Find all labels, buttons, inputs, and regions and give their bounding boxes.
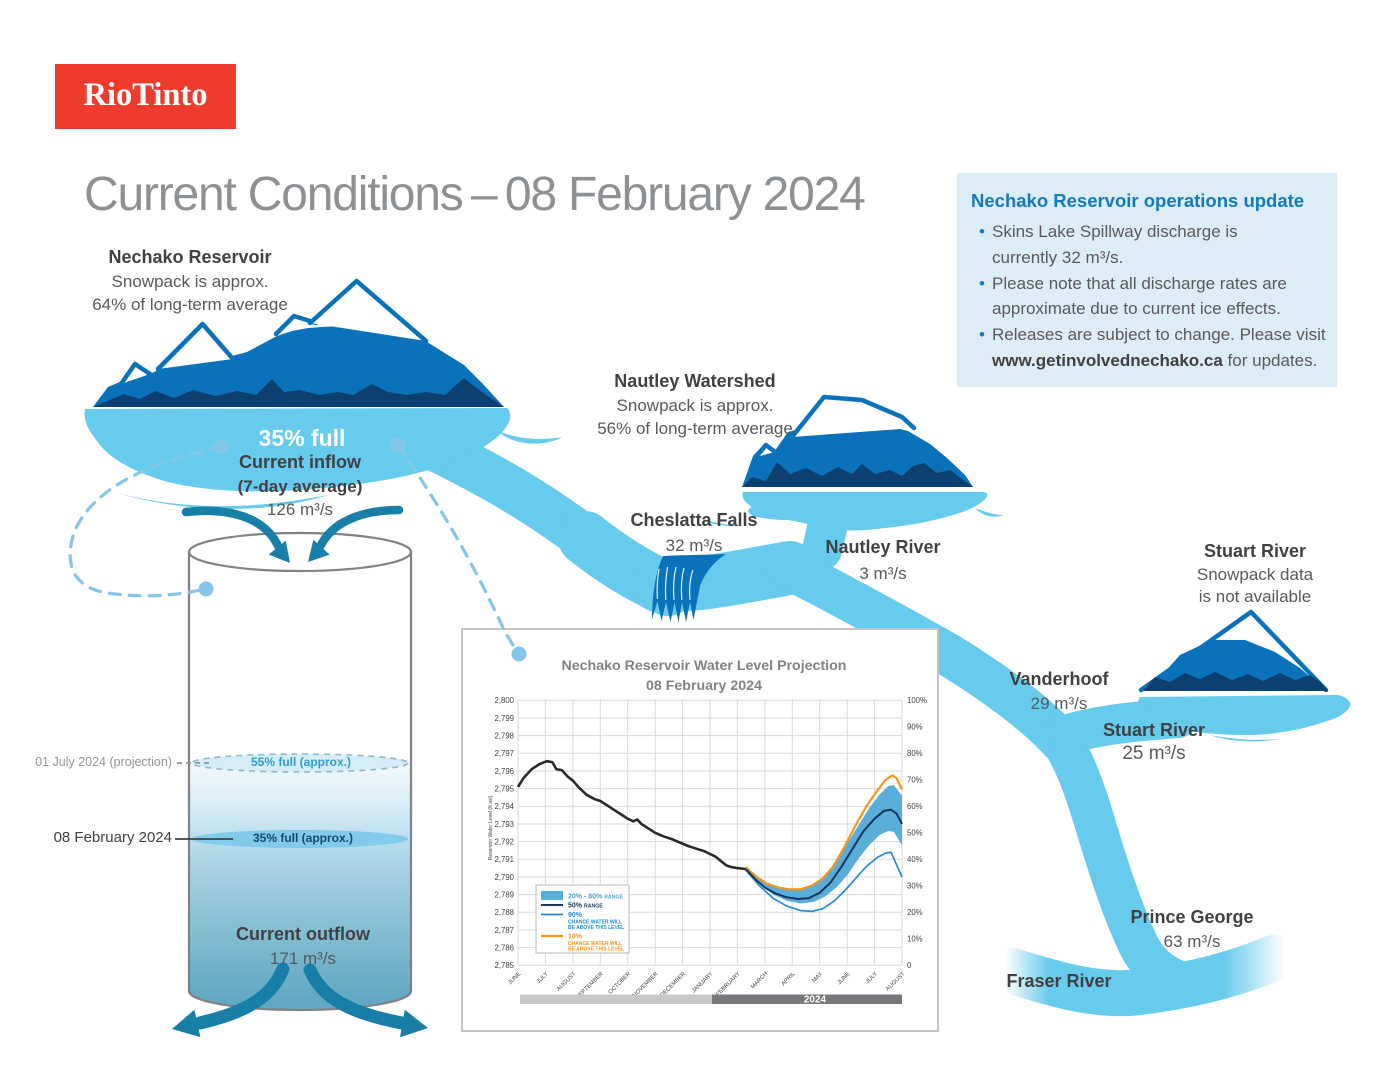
svg-text:70%: 70%: [907, 776, 923, 785]
svg-text:JANUARY: JANUARY: [691, 971, 714, 994]
svg-text:2,796: 2,796: [494, 767, 514, 776]
svg-text:2,789: 2,789: [494, 890, 514, 899]
svg-text:2,800: 2,800: [494, 696, 514, 705]
svg-text:2,798: 2,798: [494, 731, 514, 740]
svg-text:2,790: 2,790: [494, 873, 514, 882]
svg-text:80%: 80%: [907, 749, 923, 758]
svg-text:2,793: 2,793: [494, 820, 514, 829]
svg-text:JUNE: JUNE: [507, 971, 522, 986]
svg-text:2,786: 2,786: [494, 943, 514, 952]
svg-text:2,795: 2,795: [494, 784, 514, 793]
svg-text:FEBRUARY: FEBRUARY: [715, 971, 742, 998]
svg-text:90%: 90%: [568, 912, 583, 919]
svg-text:08 February 2024: 08 February 2024: [646, 678, 762, 694]
svg-text:Reservoir Water Level (ft asl): Reservoir Water Level (ft asl): [488, 795, 494, 860]
svg-text:0: 0: [907, 961, 912, 970]
svg-text:2024: 2024: [804, 995, 827, 1006]
svg-text:2,791: 2,791: [494, 855, 514, 864]
svg-text:AUGUST: AUGUST: [885, 971, 907, 993]
svg-text:50%: 50%: [907, 829, 923, 838]
svg-text:JULY: JULY: [865, 971, 879, 985]
svg-text:JUNE: JUNE: [837, 971, 852, 986]
svg-text:BE ABOVE THIS LEVEL: BE ABOVE THIS LEVEL: [568, 947, 624, 953]
svg-text:2,787: 2,787: [494, 926, 514, 935]
svg-text:100%: 100%: [907, 696, 927, 705]
svg-text:CHANCE WATER WILL: CHANCE WATER WILL: [568, 920, 622, 926]
svg-text:CHANCE WATER WILL: CHANCE WATER WILL: [568, 941, 622, 947]
svg-text:40%: 40%: [907, 855, 923, 864]
svg-text:BE ABOVE THIS LEVEL: BE ABOVE THIS LEVEL: [568, 925, 624, 931]
svg-text:2,799: 2,799: [494, 714, 514, 723]
svg-text:90%: 90%: [907, 723, 923, 732]
svg-text:MAY: MAY: [811, 971, 824, 984]
svg-text:APRIL: APRIL: [781, 971, 798, 988]
svg-text:60%: 60%: [907, 802, 923, 811]
svg-text:JULY: JULY: [536, 971, 550, 985]
svg-text:20%: 20%: [907, 908, 923, 917]
svg-text:2,794: 2,794: [494, 802, 514, 811]
svg-text:OCTOBER: OCTOBER: [608, 971, 632, 995]
svg-text:30%: 30%: [907, 882, 923, 891]
svg-text:2,792: 2,792: [494, 837, 514, 846]
svg-text:20% - 80% RANGE: 20% - 80% RANGE: [568, 894, 623, 901]
svg-text:2,785: 2,785: [494, 961, 514, 970]
svg-text:50% RANGE: 50% RANGE: [568, 903, 603, 910]
svg-text:Nechako Reservoir Water Level: Nechako Reservoir Water Level Projection: [562, 658, 847, 674]
svg-text:2,797: 2,797: [494, 749, 514, 758]
svg-text:MARCH: MARCH: [750, 971, 769, 990]
svg-text:AUGUST: AUGUST: [556, 971, 578, 993]
svg-text:2,788: 2,788: [494, 908, 514, 917]
svg-text:10%: 10%: [907, 935, 923, 944]
svg-text:10%: 10%: [568, 934, 583, 941]
